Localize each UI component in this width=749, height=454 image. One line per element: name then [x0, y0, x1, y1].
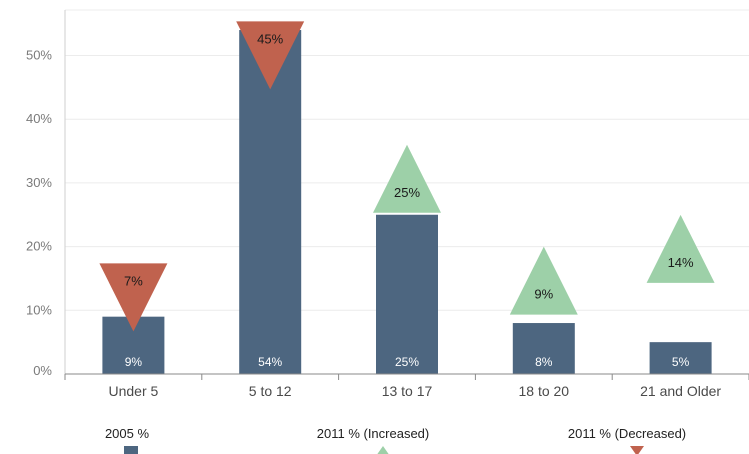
bar-value-label: 54%	[258, 355, 282, 369]
bar	[376, 214, 438, 374]
y-tick-label: 10%	[26, 302, 52, 317]
legend-swatch	[377, 446, 389, 454]
y-tick-label: 30%	[26, 175, 52, 190]
legend-swatch	[124, 446, 138, 454]
increase-triangle	[373, 144, 441, 213]
legend-swatch	[630, 446, 644, 454]
bar-value-label: 9%	[125, 355, 143, 369]
bar	[512, 323, 575, 374]
triangles-2011	[99, 21, 715, 332]
increase-triangle	[509, 246, 578, 315]
y-tick-label: 0%	[33, 363, 52, 378]
decrease-triangle	[236, 21, 305, 90]
y-tick-label: 50%	[26, 48, 52, 63]
y-tick-label: 40%	[26, 111, 52, 126]
legend-label: 2011 % (Decreased)	[568, 426, 686, 441]
triangle-value-label: 14%	[668, 255, 694, 270]
y-tick-label: 20%	[26, 239, 52, 254]
category-labels: Under 5 5 to 12 13 to 17 18 to 20 21 and Old…	[108, 383, 721, 399]
legend-label: 2005 %	[105, 426, 150, 441]
legend: 2005 % 2011 % (Increased) 2011 % (Decrease…	[105, 426, 686, 454]
decrease-triangle	[99, 263, 168, 332]
triangle-value-label: 7%	[124, 273, 143, 288]
bar	[649, 342, 712, 374]
category-label: Under 5	[108, 383, 158, 399]
bar-value-labels: 9% 54% 25% 8% 5%	[125, 355, 690, 369]
category-label: 21 and Older	[640, 383, 721, 399]
bar-value-label: 25%	[395, 355, 419, 369]
bar-value-label: 8%	[535, 355, 553, 369]
category-label: 5 to 12	[249, 383, 292, 399]
increase-triangle	[646, 214, 715, 283]
category-label: 13 to 17	[382, 383, 433, 399]
bar-value-label: 5%	[672, 355, 690, 369]
triangle-value-labels: 25% 9% 14% 7% 45%	[124, 31, 694, 301]
triangle-value-label: 45%	[257, 31, 283, 46]
triangle-value-label: 9%	[534, 287, 553, 302]
y-axis-ticks: 0% 10% 20% 30% 40% 50%	[26, 48, 52, 379]
x-axis-ticks	[64, 374, 749, 380]
triangle-value-label: 25%	[394, 185, 420, 200]
category-label: 18 to 20	[518, 383, 569, 399]
legend-label: 2011 % (Increased)	[317, 426, 430, 441]
